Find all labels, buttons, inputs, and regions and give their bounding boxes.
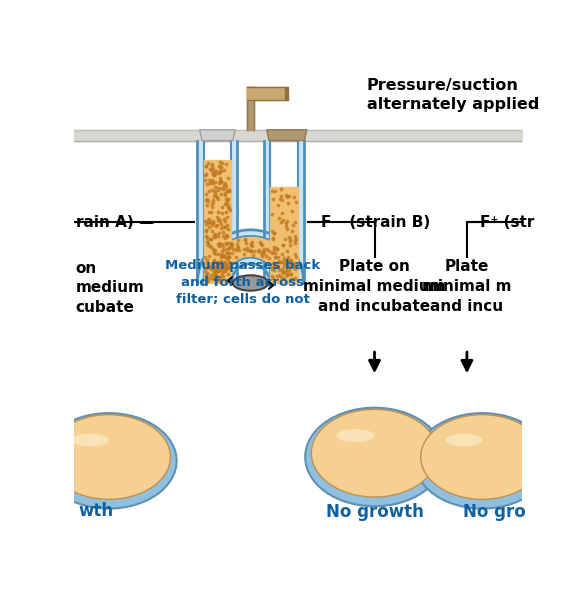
Text: No gro: No gro bbox=[463, 503, 526, 521]
Ellipse shape bbox=[47, 415, 171, 499]
Polygon shape bbox=[200, 130, 235, 140]
Ellipse shape bbox=[414, 413, 550, 509]
Polygon shape bbox=[267, 130, 307, 140]
Text: Pressure/suction
alternately applied: Pressure/suction alternately applied bbox=[367, 78, 539, 112]
Ellipse shape bbox=[41, 413, 176, 509]
Polygon shape bbox=[225, 257, 276, 283]
Text: No growth: No growth bbox=[325, 503, 424, 521]
Text: Medium passes back
and forth across
filter; cells do not: Medium passes back and forth across filt… bbox=[165, 259, 321, 306]
Ellipse shape bbox=[72, 434, 109, 446]
Ellipse shape bbox=[305, 408, 444, 506]
Ellipse shape bbox=[445, 434, 482, 446]
Text: on
medium
cubate: on medium cubate bbox=[76, 260, 144, 315]
Ellipse shape bbox=[421, 415, 544, 499]
Polygon shape bbox=[197, 230, 304, 283]
Text: F⁺ (str: F⁺ (str bbox=[480, 215, 534, 230]
Text: Plate on
minimal medium
and incubate: Plate on minimal medium and incubate bbox=[303, 259, 446, 314]
Text: rain A) —: rain A) — bbox=[76, 215, 154, 230]
Ellipse shape bbox=[311, 409, 438, 497]
Polygon shape bbox=[204, 237, 297, 283]
Ellipse shape bbox=[233, 275, 268, 290]
Text: Plate
minimal m
and incu: Plate minimal m and incu bbox=[422, 259, 512, 314]
Text: F− (strain B): F− (strain B) bbox=[321, 215, 430, 230]
Ellipse shape bbox=[336, 429, 374, 442]
Text: wth: wth bbox=[78, 502, 113, 520]
